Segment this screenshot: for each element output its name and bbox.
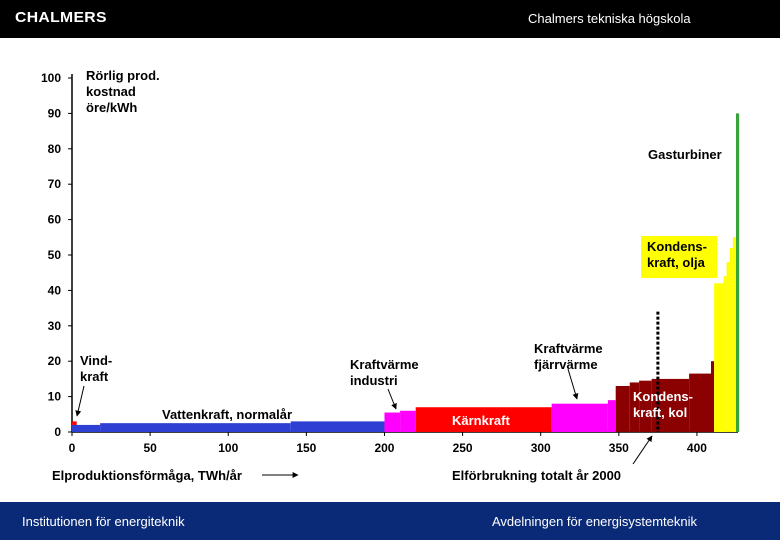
- x-tick-label: 350: [609, 441, 629, 455]
- header-title: Chalmers tekniska högskola: [528, 11, 691, 26]
- series-label: Kärnkraft: [452, 413, 510, 428]
- y-axis-label: öre/kWh: [86, 100, 137, 115]
- header-bar: CHALMERS Chalmers tekniska högskola: [0, 0, 780, 38]
- bar-kraftvärme-industri: [400, 410, 416, 432]
- y-tick-label: 30: [48, 319, 62, 333]
- x-tick-label: 50: [143, 441, 157, 455]
- series-label: kraft: [80, 369, 109, 384]
- bar-kondens-kraft-kol: [629, 382, 640, 432]
- bar-gasturbiner: [736, 113, 740, 433]
- bar-kondens-kraft-kol: [711, 361, 715, 432]
- x-tick-label: 100: [218, 441, 238, 455]
- x-tick-label: 400: [687, 441, 707, 455]
- fjarrvarme-pointer-arrow: [567, 368, 579, 400]
- series-label: kraft, kol: [633, 405, 687, 420]
- chalmers-logo: CHALMERS: [15, 9, 107, 26]
- bar-kondens-kraft-olja: [723, 276, 727, 432]
- bar-kraftvärme-industri: [384, 412, 401, 432]
- series-label: Kondens-: [647, 239, 707, 254]
- demand-arrow: [632, 435, 653, 465]
- bar-kondens-kraft-olja: [726, 262, 730, 432]
- industri-pointer-arrow: [387, 388, 397, 410]
- vind-pointer-arrow: [75, 385, 85, 417]
- bar-kraftvärme-fjärrvärme: [607, 400, 616, 432]
- y-tick-label: 50: [48, 248, 62, 262]
- demand-label: Elförbrukning totalt år 2000: [452, 468, 621, 483]
- bar-vattenkraft-normalår: [290, 421, 385, 432]
- bar-kärnkraft: [415, 407, 552, 432]
- merit-order-chart: 0 10 20 30 40 50 60 70 80 90 100 0 50 100 150 200 250 300…: [41, 68, 740, 483]
- x-axis-label: Elproduktionsförmåga, TWh/år: [52, 468, 242, 483]
- bar-vattenkraft-normalår: [100, 423, 291, 432]
- y-axis-label: Rörlig prod.: [86, 68, 160, 83]
- bar-kraftvärme-fjärrvärme: [551, 403, 608, 432]
- bar-kondens-kraft-olja: [714, 283, 724, 432]
- bar-kondens-kraft-olja: [729, 247, 733, 432]
- x-tick-label: 300: [531, 441, 551, 455]
- footer-bar: Institutionen för energiteknik Avdelning…: [0, 502, 780, 540]
- x-tick-label: 250: [453, 441, 473, 455]
- bar-kondens-kraft-olja: [732, 237, 736, 432]
- y-tick-label: 80: [48, 142, 62, 156]
- bar-kondens-kraft-kol: [639, 380, 652, 432]
- x-tick-label: 150: [296, 441, 316, 455]
- x-tick-label: 200: [374, 441, 394, 455]
- y-tick-label: 40: [48, 283, 62, 297]
- y-tick-label: 90: [48, 106, 62, 120]
- series-label-background: [641, 236, 717, 278]
- footer-division: Avdelningen för energisystemteknik: [492, 514, 697, 529]
- series-label: Kraftvärme: [534, 341, 603, 356]
- y-tick-label: 100: [41, 71, 61, 85]
- footer-institution: Institutionen för energiteknik: [22, 514, 185, 529]
- y-tick-label: 60: [48, 213, 62, 227]
- series-label: Kondens-: [633, 389, 693, 404]
- x-tick-label: 0: [69, 441, 76, 455]
- bar-vattenkraft-normalår: [72, 424, 101, 432]
- series-label: Kraftvärme: [350, 357, 419, 372]
- y-axis-label: kostnad: [86, 84, 136, 99]
- y-tick-label: 20: [48, 354, 62, 368]
- series-label: Gasturbiner: [648, 147, 722, 162]
- bar-kondens-kraft-kol: [615, 385, 630, 432]
- series-label: Vind-: [80, 353, 112, 368]
- series-label: fjärrvärme: [534, 357, 598, 372]
- series-label: Vattenkraft, normalår: [162, 407, 292, 422]
- y-tick-label: 10: [48, 390, 62, 404]
- y-tick-label: 70: [48, 177, 62, 191]
- series-label: industri: [350, 373, 398, 388]
- series-label: kraft, olja: [647, 255, 706, 270]
- y-tick-label: 0: [54, 425, 61, 439]
- bar-kondens-kraft-kol: [689, 373, 712, 432]
